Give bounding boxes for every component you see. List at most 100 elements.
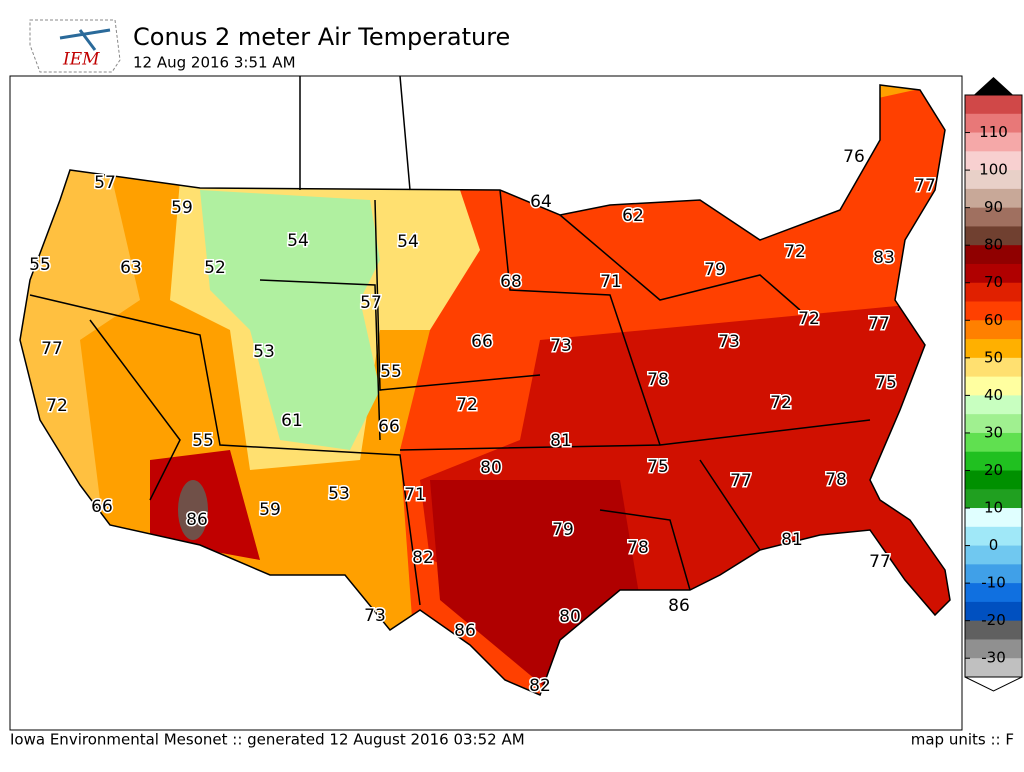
station-value: 75 [875,373,897,393]
station-value: 79 [552,520,574,540]
station-value: 55 [380,362,402,382]
station-value: 57 [360,293,382,313]
colorbar-bottom [964,676,1023,692]
colorbar-swatch [965,263,1022,284]
colorbar-swatch [965,658,1022,678]
colorbar-swatch [965,151,1022,171]
station-value: 63 [120,258,142,278]
colorbar-swatch [965,207,1022,227]
colorbar-swatch [965,564,1022,584]
colorbar-swatch [965,526,1022,547]
colorbar-swatch [965,170,1022,190]
colorbar-label: 50 [984,348,1003,366]
colorbar-swatch [965,301,1022,321]
station-value: 77 [869,552,891,572]
station-value: 57 [94,173,116,193]
station-value: 54 [397,232,419,252]
station-value: 78 [825,470,847,490]
colorbar-label: 100 [979,161,1008,179]
colorbar-swatch [965,620,1022,640]
station-value: 55 [29,255,51,275]
station-value: 71 [404,485,426,505]
colorbar-label: 20 [984,461,1003,479]
station-value: 77 [868,314,890,334]
station-value: 80 [559,607,581,627]
colorbar-swatch [965,414,1022,434]
station-value: 72 [784,242,806,262]
borders [19,75,951,697]
colorbar-swatch [965,188,1022,209]
colorbar-swatch [965,245,1022,265]
colorbar-swatch [965,583,1022,603]
station-value: 66 [91,497,113,517]
colorbar-label: -10 [981,574,1006,592]
station-value: 66 [471,332,493,352]
station-value: 77 [730,471,752,491]
colorbar-label: 90 [984,198,1003,216]
logo: IEM [29,19,121,73]
station-value: 72 [46,396,68,416]
station-value: 81 [781,530,803,550]
colorbar-swatch [965,320,1022,340]
station-value: 53 [328,484,350,504]
station-value: 68 [500,272,522,292]
colorbar-label: 0 [989,536,999,554]
station-value: 72 [770,393,792,413]
station-value: 54 [287,231,309,251]
colorbar-label: 60 [984,311,1003,329]
footer-right: map units :: F [911,731,1014,749]
station-value: 55 [192,431,214,451]
station-value: 53 [253,342,275,362]
station-value: 77 [914,176,936,196]
colorbar-label: 30 [984,423,1003,441]
footer-left: Iowa Environmental Mesonet :: generated … [10,731,525,749]
colorbar-label: 40 [984,386,1003,404]
station-value: 75 [647,457,669,477]
station-value: 86 [186,510,208,530]
colorbar-swatch [965,226,1022,246]
station-value: 82 [412,548,434,568]
station-value: 78 [627,538,649,558]
subtitle: 12 Aug 2016 3:51 AM [133,54,296,72]
title: Conus 2 meter Air Temperature [133,23,510,51]
colorbar-swatch [965,601,1022,622]
colorbar-label: 80 [984,236,1003,254]
station-value: 76 [843,147,865,167]
station-value: 79 [704,260,726,280]
station-value: 78 [647,370,669,390]
colorbar-label: 110 [979,123,1008,141]
station-value: 86 [668,596,690,616]
colorbar-label: -20 [981,611,1006,629]
station-value: 71 [600,272,622,292]
station-value: 77 [41,339,63,359]
colorbar-swatch [965,357,1022,378]
station-value: 73 [364,606,386,626]
colorbar-swatch [965,639,1022,659]
station-value: 59 [259,500,281,520]
station-value: 83 [873,248,895,268]
colorbar-frame [964,94,1023,678]
station-value: 72 [456,395,478,415]
station-value: 73 [718,332,740,352]
colorbar-swatch [965,508,1022,528]
station-value: 86 [454,621,476,641]
station-value: 81 [550,431,572,451]
colorbar-swatch [965,395,1022,415]
colorbar-label: 10 [984,499,1003,517]
colorbar-label: -30 [981,649,1006,667]
station-labels: 57 59 55 63 52 54 54 57 64 62 68 71 79 72 83 76 77 77 53 66… [28,146,938,698]
station-value: 62 [622,206,644,226]
colorbar-swatch [965,545,1022,565]
colorbar-label: 70 [984,273,1003,291]
station-value: 61 [281,411,303,431]
station-value: 72 [798,309,820,329]
station-value: 82 [529,676,551,696]
station-value: 52 [204,258,226,278]
logo-text: IEM [62,50,100,70]
colorbar-swatch [965,113,1022,134]
station-value: 80 [480,458,502,478]
colorbar-swatch [965,339,1022,359]
colorbar-swatch [965,282,1022,303]
station-value: 59 [171,198,193,218]
